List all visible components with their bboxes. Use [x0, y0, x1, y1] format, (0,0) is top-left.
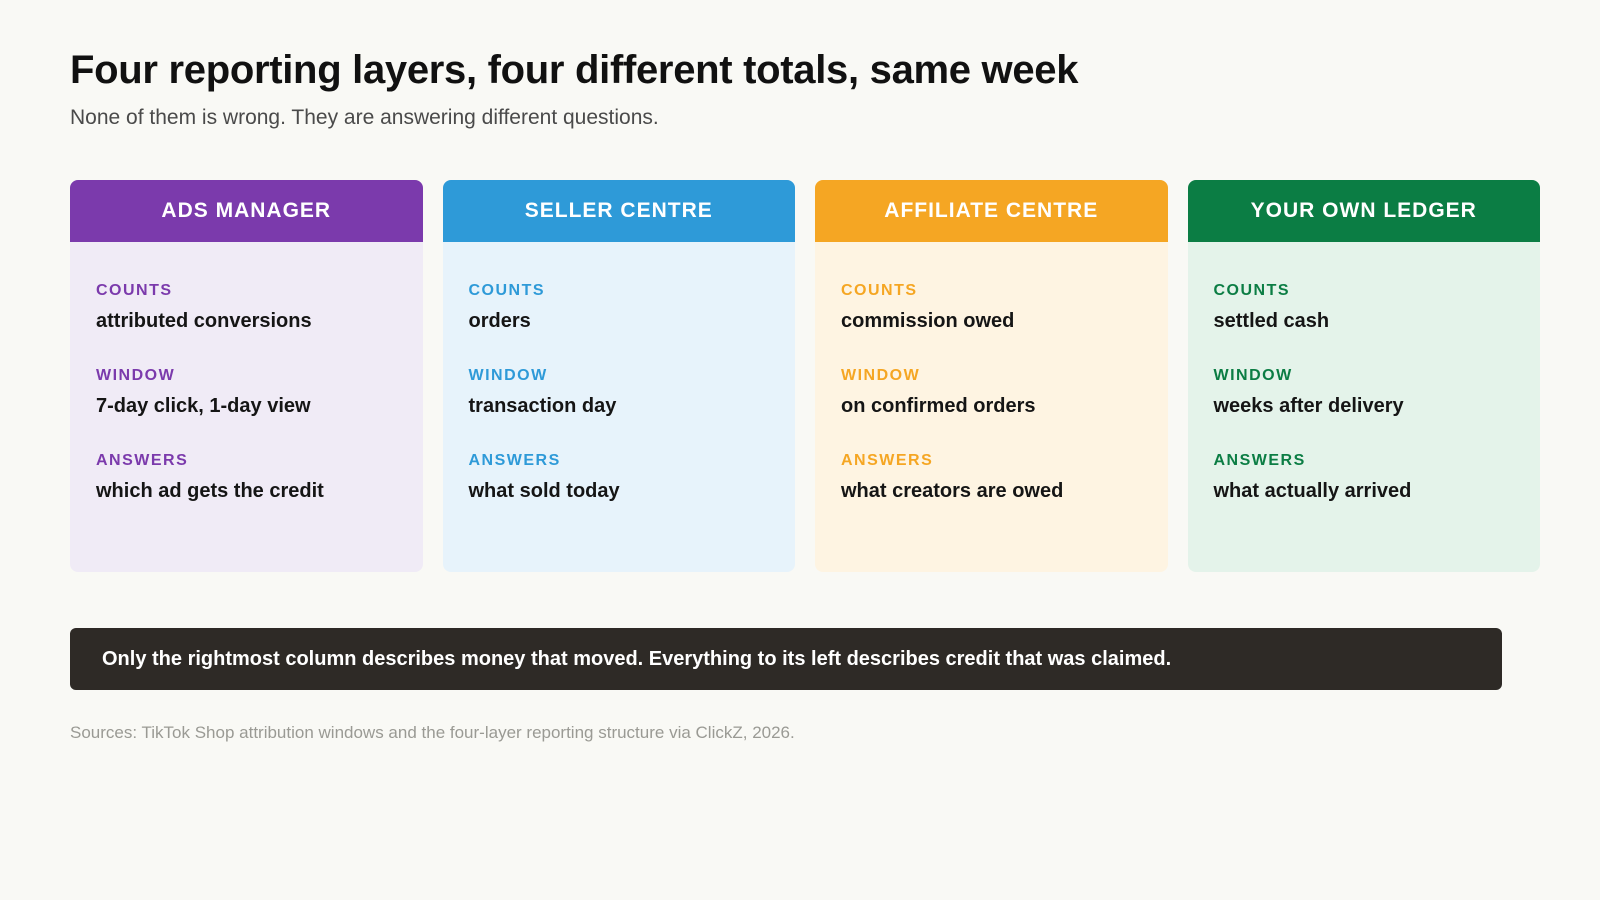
reporting-layers: ADS MANAGER COUNTS attributed conversion… — [70, 180, 1540, 572]
card-your-own-ledger: YOUR OWN LEDGER COUNTS settled cash WIND… — [1187, 180, 1541, 572]
field-label: WINDOW — [468, 367, 548, 384]
card-body: COUNTS settled cash WINDOW weeks after d… — [1188, 242, 1541, 572]
field-window: WINDOW 7-day click, 1-day view — [96, 367, 397, 418]
field-label: ANSWERS — [1213, 452, 1306, 469]
field-value: on confirmed orders — [841, 395, 1036, 417]
field-label: COUNTS — [841, 282, 918, 299]
field-label: ANSWERS — [468, 452, 561, 469]
field-label: COUNTS — [468, 282, 546, 299]
field-label: WINDOW — [841, 367, 921, 384]
field-value: what sold today — [468, 480, 620, 502]
field-value: commission owed — [841, 310, 1015, 332]
card-seller-centre: SELLER CENTRE COUNTS orders WINDOW trans… — [442, 180, 796, 572]
field-answers: ANSWERS what creators are owed — [841, 452, 1142, 503]
field-value: attributed conversions — [96, 310, 312, 332]
page-subtitle: None of them is wrong. They are answerin… — [70, 106, 659, 129]
field-counts: COUNTS orders — [469, 282, 770, 333]
field-value: what actually arrived — [1213, 480, 1412, 502]
field-label: COUNTS — [1213, 282, 1291, 299]
field-label: WINDOW — [1213, 367, 1293, 384]
field-counts: COUNTS commission owed — [841, 282, 1142, 333]
field-label: ANSWERS — [841, 452, 934, 469]
card-affiliate-centre: AFFILIATE CENTRE COUNTS commission owed … — [815, 180, 1168, 572]
field-window: WINDOW on confirmed orders — [841, 367, 1142, 418]
field-value: settled cash — [1213, 310, 1330, 332]
page-title: Four reporting layers, four different to… — [70, 48, 1079, 92]
card-body: COUNTS attributed conversions WINDOW 7-d… — [70, 242, 423, 572]
card-header: ADS MANAGER — [70, 180, 423, 242]
field-label: ANSWERS — [96, 452, 189, 469]
field-value: which ad gets the credit — [96, 480, 324, 502]
field-answers: ANSWERS what actually arrived — [1214, 452, 1515, 503]
field-value: orders — [468, 310, 531, 332]
card-header: YOUR OWN LEDGER — [1187, 180, 1540, 242]
field-value: weeks after delivery — [1213, 395, 1404, 417]
field-window: WINDOW weeks after delivery — [1214, 367, 1515, 418]
card-body: COUNTS orders WINDOW transaction day ANS… — [443, 242, 796, 572]
card-ads-manager: ADS MANAGER COUNTS attributed conversion… — [70, 180, 423, 572]
field-value: transaction day — [468, 395, 617, 417]
field-answers: ANSWERS which ad gets the credit — [96, 452, 397, 503]
card-header: AFFILIATE CENTRE — [815, 180, 1168, 242]
card-header: SELLER CENTRE — [442, 180, 795, 242]
field-value: what creators are owed — [841, 480, 1064, 502]
field-counts: COUNTS attributed conversions — [96, 282, 397, 333]
callout-banner: Only the rightmost column describes mone… — [70, 628, 1502, 690]
field-value: 7-day click, 1-day view — [96, 395, 311, 417]
field-counts: COUNTS settled cash — [1214, 282, 1515, 333]
card-body: COUNTS commission owed WINDOW on confirm… — [815, 242, 1168, 572]
sources-note: Sources: TikTok Shop attribution windows… — [70, 723, 795, 742]
field-label: COUNTS — [96, 282, 173, 299]
field-window: WINDOW transaction day — [469, 367, 770, 418]
field-answers: ANSWERS what sold today — [469, 452, 770, 503]
field-label: WINDOW — [96, 367, 176, 384]
